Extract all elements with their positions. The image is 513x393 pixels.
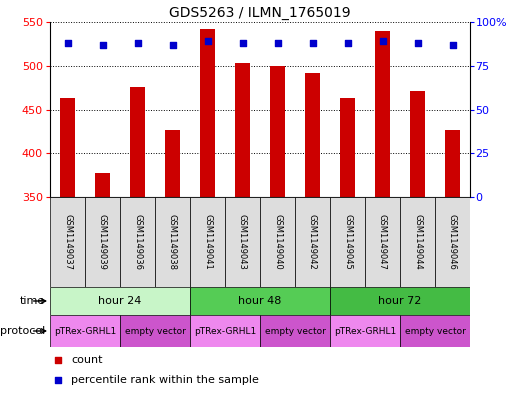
Point — [133, 40, 142, 46]
Text: GSM1149043: GSM1149043 — [238, 214, 247, 270]
Point — [54, 357, 63, 363]
FancyBboxPatch shape — [295, 197, 330, 287]
Text: GSM1149040: GSM1149040 — [273, 214, 282, 270]
FancyBboxPatch shape — [365, 197, 400, 287]
Bar — [270, 66, 285, 197]
Text: protocol: protocol — [0, 326, 45, 336]
Bar — [374, 31, 390, 197]
FancyBboxPatch shape — [400, 315, 470, 347]
Point — [379, 38, 387, 44]
Point — [168, 42, 176, 48]
FancyBboxPatch shape — [190, 197, 225, 287]
Point — [203, 38, 211, 44]
Text: count: count — [71, 355, 103, 365]
Bar — [409, 91, 425, 197]
FancyBboxPatch shape — [330, 287, 470, 315]
Text: GSM1149044: GSM1149044 — [413, 214, 422, 270]
FancyBboxPatch shape — [50, 315, 120, 347]
Text: hour 24: hour 24 — [98, 296, 142, 306]
Point — [239, 40, 247, 46]
FancyBboxPatch shape — [330, 197, 365, 287]
FancyBboxPatch shape — [190, 287, 330, 315]
Bar — [130, 87, 145, 197]
Text: GSM1149047: GSM1149047 — [378, 214, 387, 270]
Text: percentile rank within the sample: percentile rank within the sample — [71, 375, 259, 385]
Text: empty vector: empty vector — [125, 327, 185, 336]
Point — [343, 40, 351, 46]
FancyBboxPatch shape — [50, 197, 85, 287]
Bar — [94, 173, 110, 197]
Text: GSM1149038: GSM1149038 — [168, 214, 177, 270]
Text: pTRex-GRHL1: pTRex-GRHL1 — [54, 327, 116, 336]
Text: GSM1149039: GSM1149039 — [98, 214, 107, 270]
Text: GSM1149036: GSM1149036 — [133, 214, 142, 270]
Title: GDS5263 / ILMN_1765019: GDS5263 / ILMN_1765019 — [169, 6, 351, 20]
Text: empty vector: empty vector — [405, 327, 465, 336]
Text: time: time — [19, 296, 45, 306]
Text: hour 72: hour 72 — [378, 296, 422, 306]
FancyBboxPatch shape — [260, 315, 330, 347]
FancyBboxPatch shape — [190, 315, 260, 347]
Point — [273, 40, 282, 46]
FancyBboxPatch shape — [85, 197, 120, 287]
Text: pTRex-GRHL1: pTRex-GRHL1 — [334, 327, 396, 336]
Bar — [60, 98, 75, 197]
Text: GSM1149042: GSM1149042 — [308, 214, 317, 270]
Text: empty vector: empty vector — [265, 327, 325, 336]
FancyBboxPatch shape — [50, 287, 190, 315]
Bar — [445, 130, 460, 197]
Text: GSM1149041: GSM1149041 — [203, 214, 212, 270]
FancyBboxPatch shape — [120, 315, 190, 347]
Point — [64, 40, 72, 46]
Point — [98, 42, 107, 48]
FancyBboxPatch shape — [435, 197, 470, 287]
Bar — [200, 29, 215, 197]
FancyBboxPatch shape — [155, 197, 190, 287]
Bar — [305, 73, 321, 197]
Point — [308, 40, 317, 46]
Text: GSM1149046: GSM1149046 — [448, 214, 457, 270]
Bar — [340, 98, 356, 197]
FancyBboxPatch shape — [260, 197, 295, 287]
Bar — [165, 130, 181, 197]
Text: hour 48: hour 48 — [239, 296, 282, 306]
FancyBboxPatch shape — [400, 197, 435, 287]
FancyBboxPatch shape — [120, 197, 155, 287]
FancyBboxPatch shape — [225, 197, 260, 287]
FancyBboxPatch shape — [330, 315, 400, 347]
Point — [448, 42, 457, 48]
Text: GSM1149045: GSM1149045 — [343, 214, 352, 270]
Bar — [234, 63, 250, 197]
Point — [54, 376, 63, 383]
Point — [413, 40, 422, 46]
Text: GSM1149037: GSM1149037 — [63, 214, 72, 270]
Text: pTRex-GRHL1: pTRex-GRHL1 — [194, 327, 256, 336]
